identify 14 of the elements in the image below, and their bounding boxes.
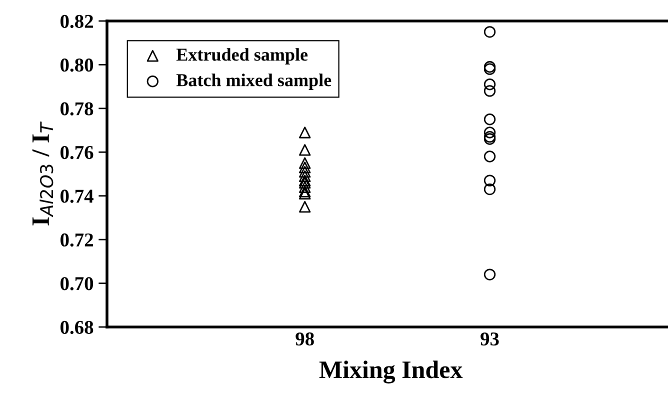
- y-tick-label: 0.74: [60, 190, 94, 203]
- legend-label: Batch mixed sample: [176, 74, 332, 90]
- y-tick-label: 0.70: [60, 277, 94, 290]
- y-tick-label: 0.68: [60, 320, 94, 334]
- y-tick-label: 0.76: [60, 146, 94, 160]
- y-tick-label: 0.82: [60, 14, 93, 28]
- legend-label: Extruded sample: [176, 48, 308, 64]
- x-tick-label: 98: [296, 332, 314, 346]
- y-tick-label: 0.80: [60, 58, 94, 72]
- x-axis-title: Mixing Index: [319, 360, 463, 384]
- x-tick-label: 93: [480, 332, 499, 346]
- y-tick-label: 0.72: [60, 233, 93, 247]
- y-tick-label: 0.78: [60, 102, 94, 116]
- y-axis-title: I$_{Al2O3}$ / I$_{T}$: [32, 121, 54, 226]
